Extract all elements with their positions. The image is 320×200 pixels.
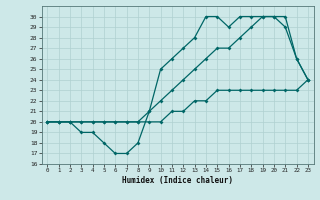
X-axis label: Humidex (Indice chaleur): Humidex (Indice chaleur)	[122, 176, 233, 185]
